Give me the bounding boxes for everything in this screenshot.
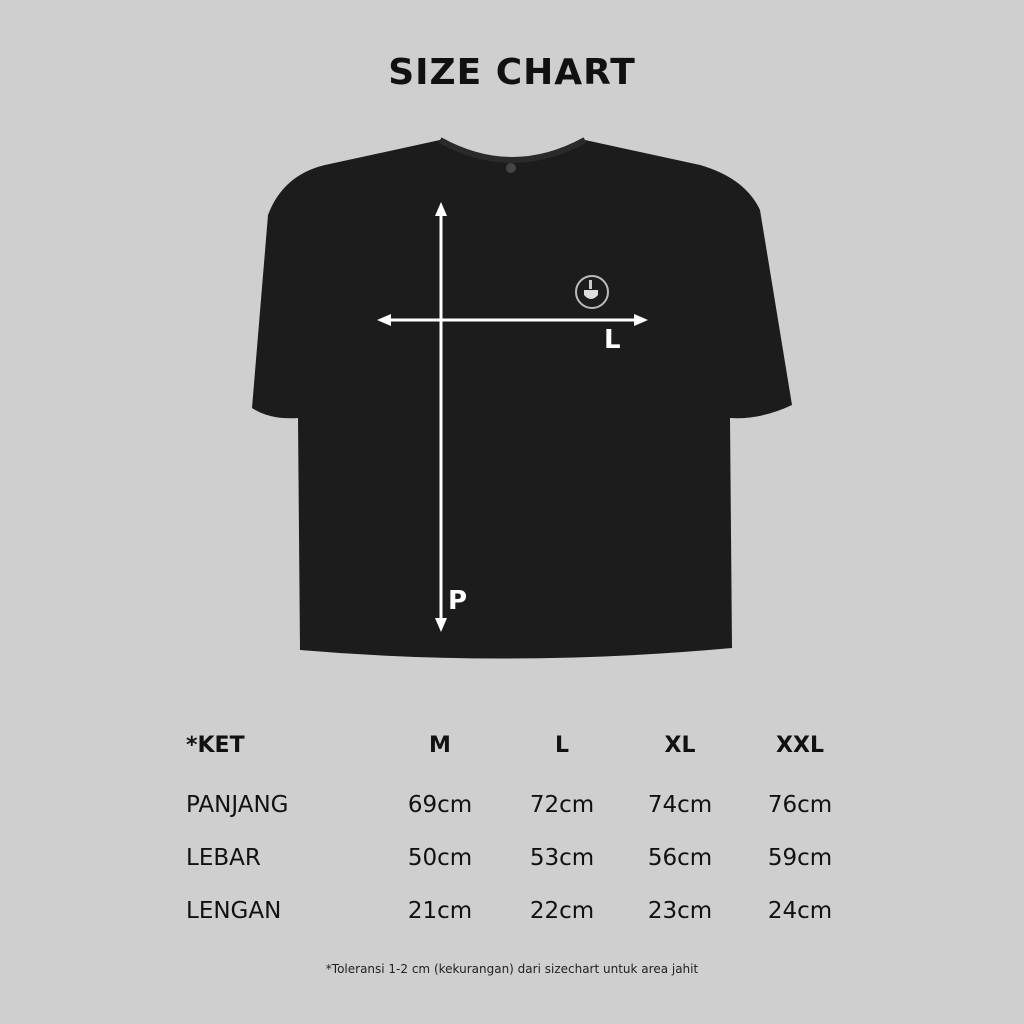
cell: 72cm bbox=[529, 792, 595, 818]
cell: 21cm bbox=[407, 898, 473, 924]
row-label-lebar: LEBAR bbox=[186, 845, 261, 871]
length-label: P bbox=[448, 586, 467, 616]
header-xxl: XXL bbox=[776, 733, 824, 758]
cell: 50cm bbox=[407, 845, 473, 871]
header-l: L bbox=[554, 733, 570, 758]
tolerance-footnote: *Toleransi 1-2 cm (kekurangan) dari size… bbox=[325, 962, 699, 976]
coffee-cup-logo bbox=[575, 275, 609, 309]
row-label-lengan: LENGAN bbox=[186, 898, 282, 924]
width-label: L bbox=[604, 325, 621, 355]
length-arrow bbox=[435, 202, 447, 632]
page-title: SIZE CHART bbox=[388, 52, 636, 93]
collar bbox=[438, 137, 587, 163]
cell: 76cm bbox=[767, 792, 833, 818]
header-m: M bbox=[429, 733, 451, 758]
cell: 23cm bbox=[647, 898, 713, 924]
header-xl: XL bbox=[664, 733, 696, 758]
cell: 53cm bbox=[529, 845, 595, 871]
tshirt-shape bbox=[252, 140, 792, 659]
cell: 24cm bbox=[767, 898, 833, 924]
row-label-panjang: PANJANG bbox=[186, 792, 289, 818]
cell: 74cm bbox=[647, 792, 713, 818]
cell: 22cm bbox=[529, 898, 595, 924]
tshirt-diagram: P L bbox=[252, 137, 792, 659]
header-ket: *KET bbox=[186, 733, 245, 758]
cell: 59cm bbox=[767, 845, 833, 871]
cell: 69cm bbox=[407, 792, 473, 818]
width-arrow bbox=[377, 314, 648, 326]
label-tag-icon bbox=[506, 163, 516, 173]
cell: 56cm bbox=[647, 845, 713, 871]
